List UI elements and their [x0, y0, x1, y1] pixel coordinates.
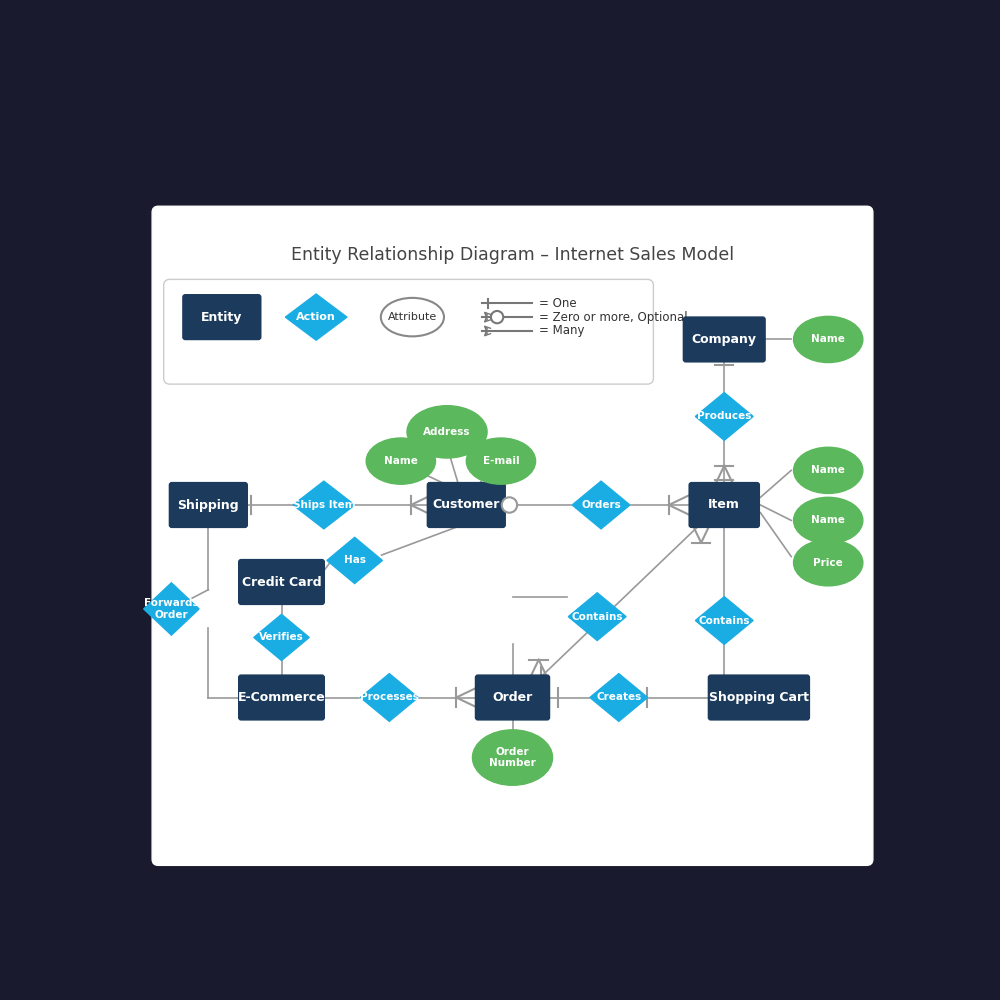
- Text: Contains: Contains: [698, 615, 750, 626]
- Ellipse shape: [794, 447, 863, 493]
- Text: Verifies: Verifies: [259, 632, 304, 642]
- FancyBboxPatch shape: [238, 674, 325, 721]
- Text: Address: Address: [423, 427, 471, 437]
- FancyBboxPatch shape: [169, 482, 248, 528]
- Polygon shape: [590, 674, 648, 721]
- FancyBboxPatch shape: [688, 482, 760, 528]
- Text: Contains: Contains: [571, 612, 623, 622]
- Polygon shape: [695, 393, 753, 440]
- Text: Has: Has: [344, 555, 366, 565]
- Text: = Zero or more, Optional: = Zero or more, Optional: [539, 311, 688, 324]
- Polygon shape: [360, 674, 418, 721]
- FancyBboxPatch shape: [427, 482, 506, 528]
- Ellipse shape: [407, 406, 487, 458]
- Text: Produces: Produces: [697, 411, 751, 421]
- Ellipse shape: [381, 298, 444, 336]
- Polygon shape: [293, 481, 355, 529]
- Text: Item: Item: [708, 498, 740, 512]
- Text: E-mail: E-mail: [483, 456, 519, 466]
- FancyBboxPatch shape: [238, 559, 325, 605]
- Polygon shape: [327, 537, 382, 584]
- Ellipse shape: [366, 438, 436, 484]
- Circle shape: [491, 311, 503, 323]
- Circle shape: [502, 497, 517, 513]
- Text: Name: Name: [384, 456, 418, 466]
- Text: Orders: Orders: [581, 500, 621, 510]
- Text: Name: Name: [811, 334, 845, 344]
- FancyBboxPatch shape: [475, 674, 550, 721]
- Polygon shape: [144, 583, 199, 635]
- Ellipse shape: [794, 540, 863, 586]
- Ellipse shape: [472, 730, 553, 785]
- Text: Customer: Customer: [433, 498, 500, 512]
- Polygon shape: [695, 597, 753, 644]
- FancyBboxPatch shape: [182, 294, 261, 340]
- Text: Name: Name: [811, 465, 845, 475]
- Text: Ships Item: Ships Item: [293, 500, 355, 510]
- Polygon shape: [285, 294, 347, 340]
- Text: Entity: Entity: [201, 311, 242, 324]
- Text: Processes: Processes: [360, 692, 419, 702]
- Text: Forwards
Order: Forwards Order: [144, 598, 199, 620]
- Text: Creates: Creates: [596, 692, 641, 702]
- Polygon shape: [254, 614, 309, 661]
- Text: Entity Relationship Diagram – Internet Sales Model: Entity Relationship Diagram – Internet S…: [291, 246, 734, 264]
- Text: Shopping Cart: Shopping Cart: [709, 691, 809, 704]
- Text: Company: Company: [692, 333, 757, 346]
- Text: Action: Action: [296, 312, 336, 322]
- Ellipse shape: [794, 316, 863, 363]
- Text: Price: Price: [813, 558, 843, 568]
- Text: Order: Order: [492, 691, 533, 704]
- Text: Order
Number: Order Number: [489, 747, 536, 768]
- FancyBboxPatch shape: [708, 674, 810, 721]
- Text: Name: Name: [811, 515, 845, 525]
- Text: Attribute: Attribute: [388, 312, 437, 322]
- FancyBboxPatch shape: [683, 316, 766, 363]
- FancyBboxPatch shape: [152, 206, 873, 865]
- Text: = Many: = Many: [539, 324, 585, 337]
- Ellipse shape: [794, 497, 863, 544]
- Text: Shipping: Shipping: [178, 498, 239, 512]
- Polygon shape: [572, 481, 630, 529]
- Text: E-Commerce: E-Commerce: [238, 691, 325, 704]
- Text: Credit Card: Credit Card: [242, 576, 321, 588]
- Ellipse shape: [466, 438, 536, 484]
- Text: = One: = One: [539, 297, 577, 310]
- Polygon shape: [568, 593, 626, 641]
- FancyBboxPatch shape: [164, 279, 653, 384]
